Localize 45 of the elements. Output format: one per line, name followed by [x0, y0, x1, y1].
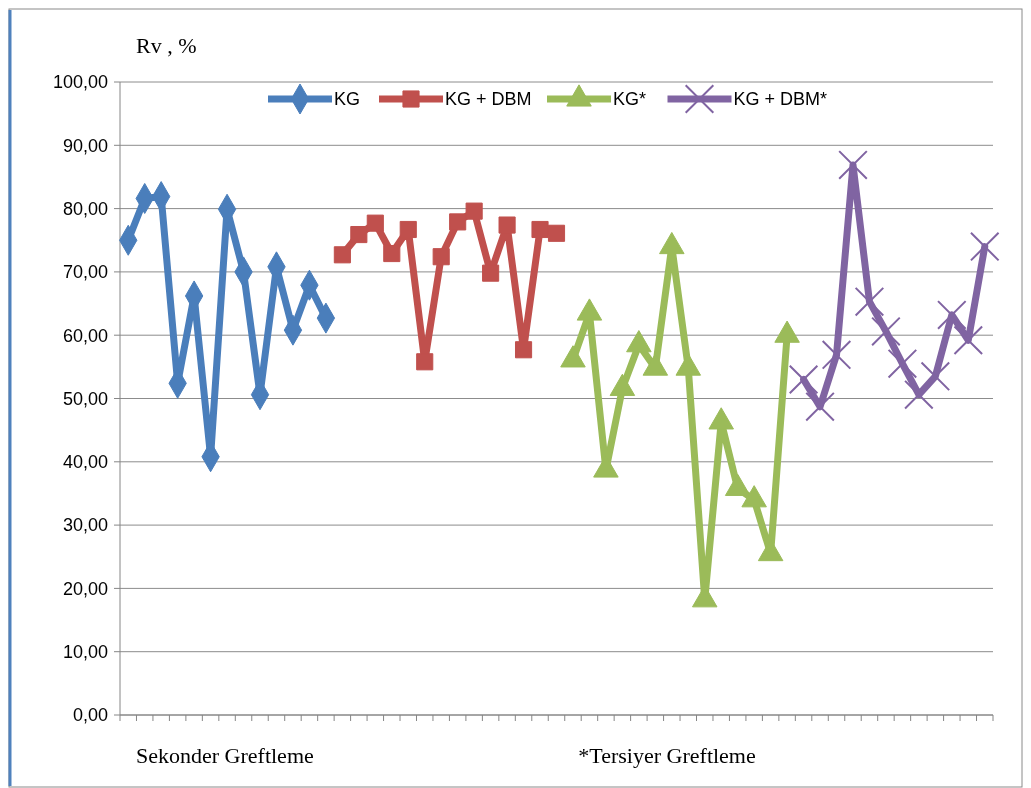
point	[399, 220, 417, 239]
point	[854, 286, 885, 317]
point	[904, 379, 934, 410]
legend-label: KG	[334, 89, 361, 110]
point	[350, 225, 368, 244]
y-tick-label: 70,00	[62, 262, 108, 283]
y-tick-label: 50,00	[62, 388, 108, 409]
legend-label: KG*	[613, 89, 647, 110]
point	[838, 150, 868, 180]
y-axis-title: Rv , %	[136, 33, 197, 58]
point	[821, 340, 852, 370]
y-tick-label: 40,00	[62, 452, 108, 473]
point	[969, 231, 1000, 262]
point	[498, 216, 516, 234]
text: Sekonder Greftleme	[136, 743, 314, 768]
point	[531, 220, 549, 239]
point	[514, 341, 533, 359]
point	[920, 361, 951, 392]
y-tick-label: 10,00	[62, 642, 108, 662]
point	[432, 248, 450, 266]
y-tick-label: 60,00	[62, 325, 108, 346]
point	[465, 202, 483, 220]
point	[788, 364, 819, 395]
point	[741, 485, 767, 508]
point	[482, 264, 500, 282]
point	[366, 214, 384, 232]
y-tick-label: 0,00	[72, 705, 108, 726]
legend-label: KG + DBM*	[733, 89, 828, 110]
point	[416, 353, 434, 371]
point	[383, 244, 401, 263]
y-tick-label: 100,00	[52, 72, 108, 93]
y-tick-label: 30,00	[62, 515, 108, 536]
point	[449, 213, 467, 231]
point	[953, 325, 984, 356]
point	[333, 246, 351, 264]
point	[547, 224, 566, 242]
y-tick-label: 20,00	[62, 578, 108, 599]
y-tick-label: 90,00	[62, 135, 108, 156]
legend-label: KG + DBM	[445, 89, 532, 110]
text: *Tersiyer Greftleme	[578, 743, 756, 768]
point	[887, 348, 918, 379]
y-tick-label: 80,00	[62, 198, 108, 219]
point	[937, 300, 967, 330]
point	[871, 316, 901, 347]
point	[805, 391, 835, 422]
